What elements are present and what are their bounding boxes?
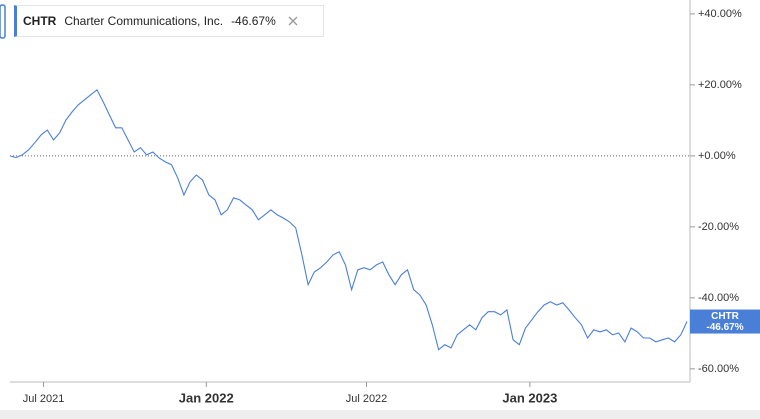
footer-strip bbox=[0, 410, 760, 419]
close-button[interactable] bbox=[288, 16, 298, 26]
y-tick-label: +20.00% bbox=[698, 79, 742, 91]
y-tick-label: +0.00% bbox=[698, 150, 736, 162]
y-tick-label: -20.00% bbox=[698, 221, 739, 233]
tag-symbol: CHTR bbox=[711, 311, 740, 322]
last-value-tag bbox=[690, 309, 760, 334]
legend: CHTR Charter Communications, Inc. -46.67… bbox=[14, 5, 324, 37]
focus-outline bbox=[0, 4, 6, 39]
tag-change: -46.67% bbox=[706, 322, 743, 333]
price-line bbox=[9, 88, 688, 351]
y-tick-label: +40.00% bbox=[698, 8, 742, 20]
y-tick-label: -60.00% bbox=[698, 363, 739, 375]
legend-symbol: CHTR bbox=[23, 14, 57, 28]
x-tick-label: Jan 2022 bbox=[179, 390, 234, 405]
x-tick-label: Jul 2022 bbox=[346, 393, 388, 405]
x-tick-label: Jul 2021 bbox=[23, 393, 65, 405]
legend-change: -46.67% bbox=[231, 14, 276, 28]
legend-description: Charter Communications, Inc. bbox=[64, 14, 224, 28]
y-tick-label: -40.00% bbox=[698, 292, 739, 304]
x-tick-label: Jan 2023 bbox=[502, 390, 557, 405]
